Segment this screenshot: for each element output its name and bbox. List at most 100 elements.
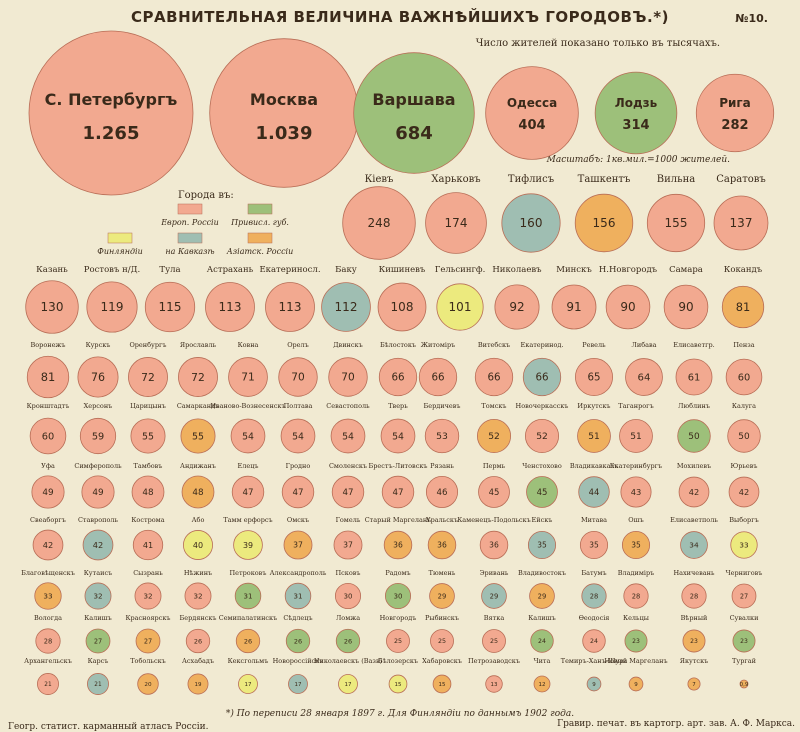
city-bubble-ошъ: Ошъ 35 — [621, 516, 651, 560]
city-bubble-тобольскъ: Тобольскъ 20 — [130, 657, 166, 695]
city-bubble-житоміръ: Житоміръ 66 — [418, 341, 458, 397]
bubble-circle — [522, 357, 562, 397]
city-bubble-тифлисъ: Тифлисъ 160 — [501, 174, 561, 253]
city-name: Елецъ — [237, 462, 258, 470]
city-bubble-мохилевъ: Мохилевъ 42 — [677, 462, 711, 508]
bubble-circle — [727, 419, 761, 453]
city-name: Ошъ — [628, 516, 644, 524]
city-bubble-рыбинскъ: Рыбинскъ 25 — [425, 614, 459, 653]
bubble-circle — [331, 475, 365, 509]
bubble-circle — [605, 284, 651, 330]
city-value: 28 — [44, 637, 53, 645]
city-bubble-батумъ: Батумъ 28 — [581, 569, 607, 609]
city-value: 1.265 — [83, 123, 140, 144]
city-bubble-севастополь: Севастополь 54 — [326, 402, 370, 454]
city-name: Смоленскъ — [329, 462, 367, 470]
bubble-circle — [238, 674, 258, 694]
city-bubble-каменецъ-подольскъ: Каменецъ-Подольскъ 36 — [457, 516, 531, 560]
city-name: Витебскъ — [478, 341, 510, 349]
city-value: 66 — [391, 372, 404, 384]
bubble-circle — [425, 475, 459, 509]
city-bubble-асхабадъ: Асхабадъ 19 — [182, 657, 214, 695]
city-value: 30 — [344, 592, 353, 600]
bubble-circle — [333, 530, 363, 560]
legend-swatch — [177, 232, 203, 244]
bubble-circle — [79, 417, 117, 455]
city-bubble-рига: Рига 282 — [695, 73, 775, 153]
city-name: Рыбинскъ — [425, 614, 459, 622]
city-value: 32 — [143, 592, 152, 601]
city-name: Вѣрный — [681, 614, 708, 622]
city-bubble-вѣрный: Вѣрный 23 — [681, 614, 708, 653]
city-bubble-иваново-вознесенскъ: Иваново-Вознесенскъ 54 — [210, 402, 286, 454]
city-value: 282 — [721, 118, 748, 133]
city-bubble-курскъ: Курскъ 76 — [77, 341, 119, 398]
bubble-circle — [418, 357, 458, 397]
city-name: Юрьевъ — [730, 462, 757, 470]
city-value: 71 — [241, 371, 255, 384]
city-value: 49 — [92, 488, 104, 498]
city-bubble-черниговъ: Черниговъ 27 — [726, 569, 762, 609]
city-value: 115 — [159, 300, 182, 314]
city-bubble-тула: Тула 115 — [144, 265, 196, 333]
bubble-circle — [181, 475, 215, 509]
legend-item-4: на Кавказѣ — [165, 232, 215, 256]
city-bubble-самара: Самара 90 — [663, 265, 709, 330]
city-bubble-москва: Москва 1.039 — [209, 38, 359, 188]
city-name: Рязань — [430, 462, 454, 470]
city-name: Ревель — [582, 341, 606, 349]
bubble-circle — [330, 418, 366, 454]
city-bubble-смоленскъ: Смоленскъ 47 — [329, 462, 367, 509]
city-bubble-николаевскъ-вазв: Николаевскъ (Вазв) 17 — [314, 657, 383, 694]
city-name: Курскъ — [86, 341, 111, 349]
city-value: 70 — [291, 372, 305, 384]
city-value: 50 — [738, 432, 750, 442]
sheet-number: №10. — [735, 12, 768, 25]
city-name: Карсъ — [88, 657, 109, 665]
city-bubble-уфа: Уфа 49 — [31, 462, 65, 509]
bubble-circle — [29, 417, 67, 455]
bubble-circle — [501, 193, 561, 253]
bubble-circle — [280, 418, 316, 454]
city-value: 0,9 — [740, 682, 749, 688]
city-name: Екатериносл. — [259, 265, 320, 275]
city-name: Ташкентъ — [578, 174, 631, 185]
city-bubble-ковна: Ковна 71 — [228, 341, 268, 397]
city-name: Тамбовъ — [134, 462, 163, 470]
city-name: Гомель — [336, 516, 361, 524]
legend-label: Азіатск. Россіи — [226, 247, 294, 256]
chart-subtitle: Число жителей показано только въ тысячах… — [476, 38, 720, 49]
city-value: 32 — [93, 592, 102, 601]
city-name: Батумъ — [581, 569, 606, 577]
city-value: 44 — [589, 487, 600, 497]
city-bubble-одесса: Одесса 404 — [485, 66, 579, 160]
bubble-circle — [234, 582, 262, 610]
city-bubble-бѣлостокъ: Бѣлостокъ 66 — [378, 341, 418, 397]
city-value: 90 — [620, 300, 635, 314]
city-bubble-ейскъ: Ейскъ 35 — [527, 516, 557, 560]
bubble-circle — [586, 676, 602, 692]
bubble-circle — [130, 418, 166, 454]
city-name: Самара — [669, 265, 703, 275]
bubble-circle — [677, 419, 711, 453]
city-name: Кишиневъ — [379, 265, 426, 275]
city-name: Новгородъ — [380, 614, 417, 622]
city-value: 70 — [341, 372, 355, 384]
city-value: 33 — [43, 592, 53, 601]
city-name: Баку — [335, 265, 357, 275]
city-value: 35 — [631, 541, 641, 550]
city-bubble-хабаровскъ: Хабаровскъ 15 — [422, 657, 462, 694]
city-bubble-двинскъ: Двинскъ 70 — [328, 341, 368, 397]
city-name: Хабаровскъ — [422, 657, 462, 665]
city-bubble-ярославль: Ярославль 72 — [178, 341, 218, 397]
city-bubble-саратовъ: Саратовъ 137 — [713, 174, 769, 251]
city-name: Каменецъ-Подольскъ — [457, 516, 531, 524]
city-name: Житоміръ — [421, 341, 456, 349]
city-value: 28 — [690, 592, 699, 600]
city-bubble-бѣлозерскъ: Бѣлозерскъ 15 — [378, 657, 418, 694]
city-name: Александрополь — [270, 569, 327, 577]
city-name: Бердичевъ — [423, 402, 460, 410]
legend-label: Финляндіи — [97, 247, 143, 256]
city-name: Кронштадтъ — [27, 402, 70, 410]
legend-heading: Города въ: — [178, 190, 234, 201]
